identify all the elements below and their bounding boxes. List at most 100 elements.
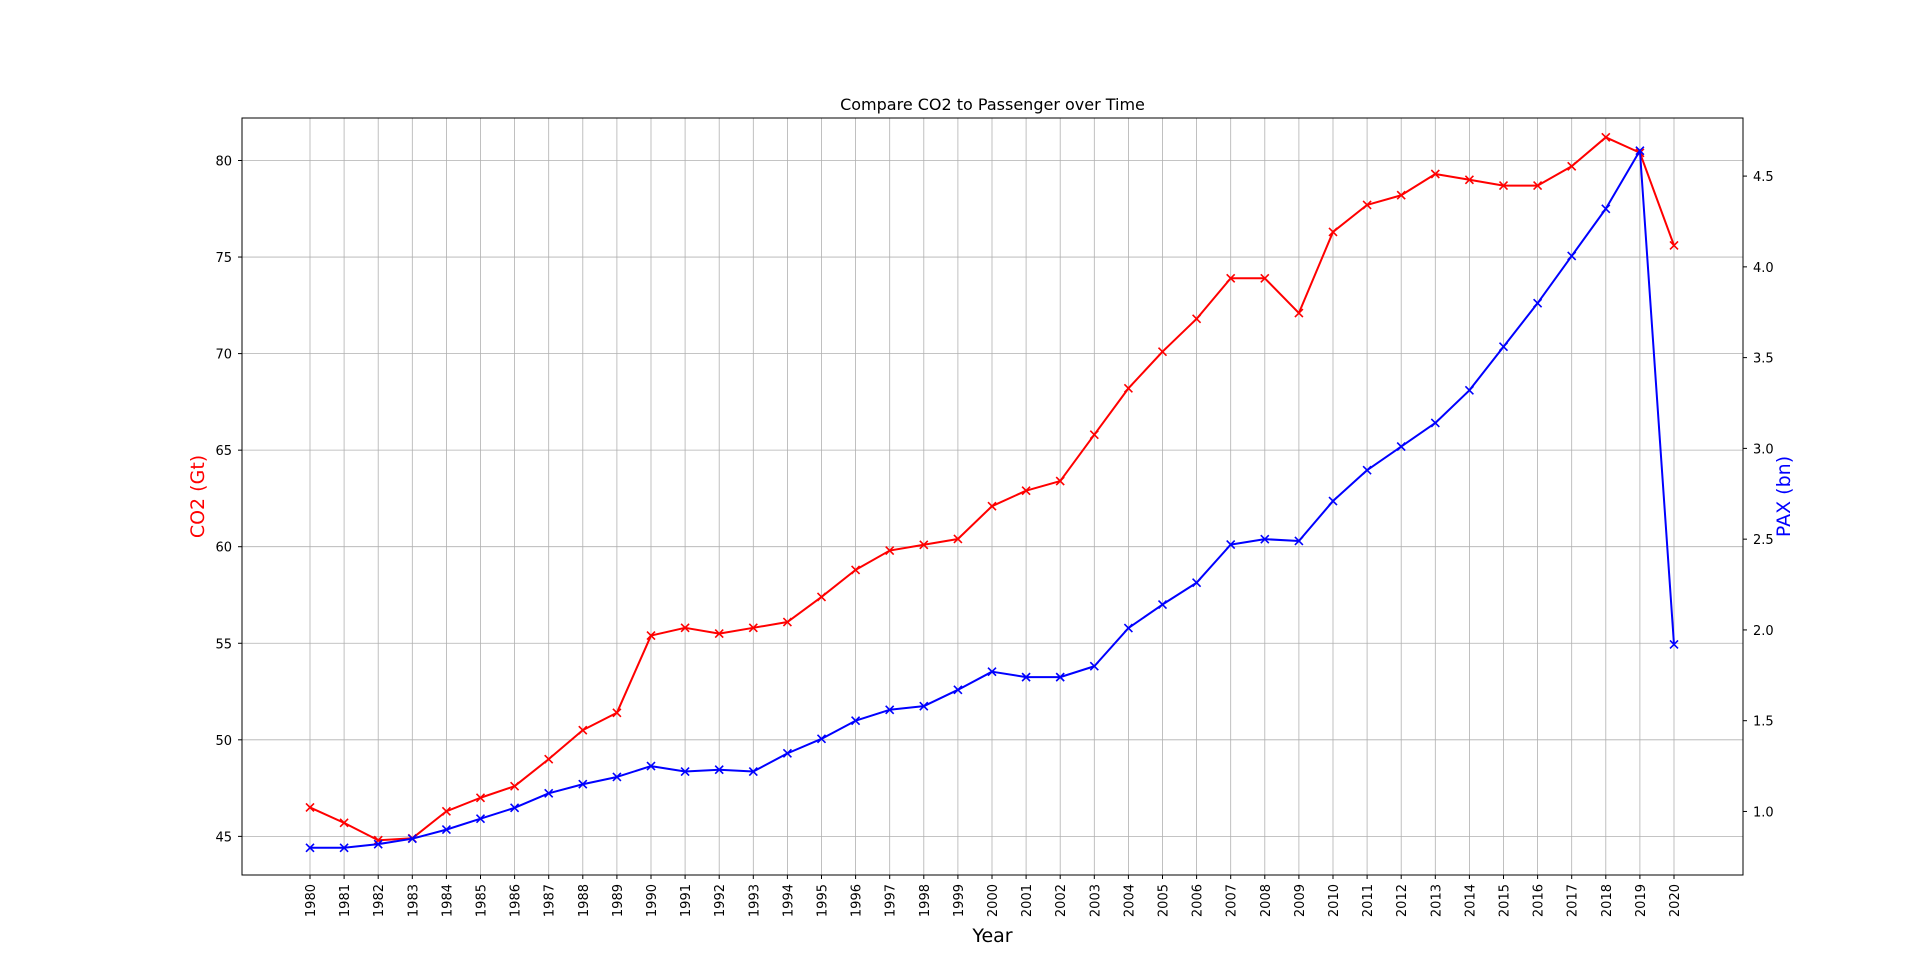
x-tick-label: 1982: [372, 884, 387, 917]
pax-point-marker: [1260, 534, 1270, 544]
pax-point-marker: [1635, 146, 1645, 156]
pax-point-marker: [612, 772, 622, 782]
co2-point-marker: [748, 623, 758, 633]
pax-point-marker: [1362, 465, 1372, 475]
co2-point-marker: [1260, 273, 1270, 283]
x-tick-label: 2000: [986, 884, 1001, 917]
co2-point-marker: [339, 818, 349, 828]
axes: 1980 1981 1982 1983 1984 1985 1986 1987 1988 1989…: [215, 154, 1773, 917]
pax-point-marker: [1328, 496, 1338, 506]
co2-point-marker: [1089, 430, 1099, 440]
pax-point-marker: [851, 716, 861, 726]
pax-point-marker: [1567, 251, 1577, 261]
pax-point-marker: [305, 843, 315, 853]
co2-point-marker: [782, 617, 792, 627]
y-right-tick-label: 1.0: [1753, 805, 1774, 820]
pax-point-marker: [1669, 639, 1679, 650]
co2-point-marker: [1328, 227, 1338, 237]
y-right-tick-label: 4.0: [1753, 261, 1774, 276]
x-tick-label: 1999: [952, 884, 967, 917]
pax-point-marker: [1089, 661, 1099, 671]
co2-point-marker: [1430, 169, 1440, 179]
co2-point-marker: [714, 629, 724, 639]
pax-point-marker: [441, 825, 451, 835]
pax-point-marker: [1021, 672, 1031, 682]
y-left-tick-label: 50: [215, 734, 232, 749]
pax-point-marker: [1157, 599, 1168, 610]
x-tick-label: 2006: [1191, 884, 1206, 917]
co2-point-marker: [1123, 383, 1133, 393]
co2-point-marker: [544, 754, 554, 764]
x-tick-label: 1991: [679, 884, 694, 917]
x-tick-label: 1987: [543, 884, 558, 917]
co2-point-marker: [1498, 181, 1509, 191]
x-tick-label: 1988: [577, 884, 592, 917]
co2-point-marker: [578, 725, 588, 735]
co2-point-marker: [646, 630, 656, 641]
pax-point-marker: [885, 705, 895, 715]
y-left-tick-label: 45: [215, 830, 232, 845]
y-axis-left-title: CO2 (Gt): [187, 455, 209, 538]
co2-point-marker: [816, 592, 827, 602]
x-tick-label: 1984: [440, 884, 455, 917]
x-tick-label: 2019: [1634, 884, 1649, 917]
x-tick-label: 1994: [781, 884, 796, 917]
pax-point-marker: [475, 814, 486, 824]
y-left-tick-label: 75: [215, 251, 232, 266]
co2-point-marker: [1669, 240, 1679, 251]
pax-point-marker: [1396, 442, 1406, 452]
pax-point-marker: [1123, 623, 1133, 633]
co2-point-marker: [1157, 347, 1168, 357]
co2-point-marker: [1464, 175, 1474, 185]
x-tick-label: 2016: [1532, 884, 1547, 917]
grid-lines: [242, 118, 1743, 875]
x-tick-label: 1993: [747, 884, 762, 917]
co2-point-marker: [1226, 273, 1236, 283]
pax-point-marker: [1498, 342, 1509, 352]
pax-point-marker: [1294, 536, 1304, 546]
x-tick-label: 2001: [1020, 884, 1035, 917]
y-axis-right-title: PAX (bn): [1773, 456, 1795, 537]
pax-point-marker: [1533, 298, 1543, 308]
pax-point-marker: [953, 685, 963, 695]
x-tick-label: 2017: [1566, 884, 1581, 917]
x-tick-label: 1989: [611, 884, 626, 917]
x-tick-label: 2020: [1668, 884, 1683, 917]
pax-point-marker: [1192, 578, 1202, 588]
co2-point-marker: [885, 546, 895, 556]
y-left-tick-label: 60: [215, 541, 232, 556]
x-tick-label: 1992: [713, 884, 728, 917]
pax-point-marker: [646, 761, 656, 771]
y-left-tick-label: 65: [215, 444, 232, 459]
pax-point-marker: [544, 788, 554, 798]
y-right-tick-label: 2.0: [1753, 624, 1774, 639]
pax-point-marker: [578, 779, 588, 789]
x-tick-label: 1981: [338, 884, 353, 917]
y-right-tick-label: 3.0: [1753, 442, 1774, 457]
x-tick-label: 2010: [1327, 884, 1342, 917]
pax-point-marker: [510, 803, 520, 813]
co2-point-marker: [612, 708, 622, 718]
x-tick-label: 2015: [1498, 884, 1513, 917]
co2-point-marker: [441, 806, 451, 816]
x-tick-label: 2009: [1293, 884, 1308, 917]
co2-point-marker: [919, 540, 929, 550]
x-tick-label: 1985: [475, 884, 490, 917]
x-tick-label: 1990: [645, 884, 660, 917]
x-tick-label: 2003: [1088, 884, 1103, 917]
pax-point-marker: [782, 748, 792, 758]
pax-point-marker: [1055, 672, 1065, 682]
co2-point-marker: [680, 623, 690, 633]
x-tick-label: 2014: [1463, 884, 1478, 917]
x-tick-label: 1997: [884, 884, 899, 917]
co2-point-marker: [1055, 476, 1065, 486]
co2-point-marker: [510, 781, 520, 791]
co2-point-marker: [1396, 190, 1406, 200]
co2-point-marker: [1601, 132, 1611, 142]
co2-point-marker: [987, 501, 997, 511]
pax-point-marker: [373, 839, 383, 849]
pax-point-marker: [1226, 540, 1236, 550]
pax-point-marker: [919, 701, 929, 711]
